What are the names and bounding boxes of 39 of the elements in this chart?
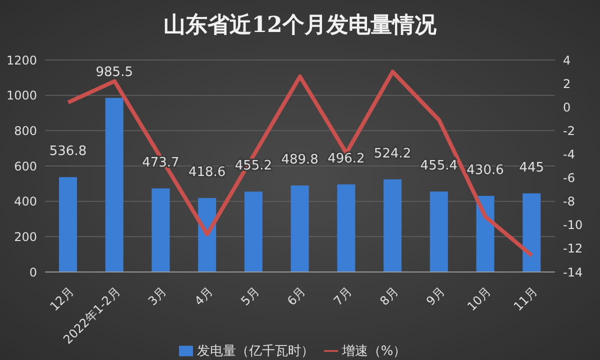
chart-title: 山东省近12个月发电量情况 bbox=[162, 11, 438, 40]
y-tick-label: 200 bbox=[14, 230, 37, 244]
y2-tick-label: -2 bbox=[563, 124, 575, 138]
x-tick-label: 10月 bbox=[464, 284, 494, 314]
x-tick-label: 8月 bbox=[377, 284, 402, 308]
y-tick-label: 400 bbox=[14, 194, 37, 209]
x-tick-label: 9月 bbox=[424, 284, 448, 308]
data-label: 496.2 bbox=[328, 151, 365, 166]
y2-tick-label: 2 bbox=[563, 76, 571, 91]
y2-tick-label: -12 bbox=[563, 242, 583, 256]
data-label: 445 bbox=[519, 160, 544, 176]
y-tick-label: 600 bbox=[14, 159, 37, 174]
y2-tick-label: -6 bbox=[563, 171, 575, 186]
y2-tick-label: 4 bbox=[563, 53, 571, 68]
data-label: 455.4 bbox=[420, 158, 458, 174]
y2-tick-label: -4 bbox=[563, 147, 575, 162]
y2-tick-label: -14 bbox=[563, 265, 583, 280]
x-tick-label: 4月 bbox=[192, 284, 216, 308]
x-tick-label: 6月 bbox=[284, 284, 308, 308]
x-tick-label: 3月 bbox=[145, 284, 170, 308]
x-tick-label: 5月 bbox=[238, 284, 262, 308]
data-label: 985.5 bbox=[96, 64, 133, 80]
x-tick-label: 11月 bbox=[510, 284, 540, 314]
y-tick-label: 800 bbox=[14, 124, 37, 138]
data-label: 536.8 bbox=[49, 144, 87, 160]
y-tick-label: 1200 bbox=[6, 53, 37, 68]
data-label: 489.8 bbox=[281, 152, 318, 168]
y-tick-label: 1000 bbox=[6, 88, 37, 103]
x-tick-label: 12月 bbox=[47, 284, 77, 314]
y2-tick-label: 0 bbox=[563, 100, 571, 114]
y2-tick-label: -8 bbox=[563, 194, 575, 209]
data-label: 524.2 bbox=[374, 146, 412, 162]
data-label: 430.6 bbox=[466, 162, 504, 178]
x-tick-label: 7月 bbox=[330, 284, 355, 308]
data-label: 418.6 bbox=[188, 165, 226, 180]
legend-label: 增速（%） bbox=[342, 344, 406, 359]
y-tick-label: 0 bbox=[29, 265, 37, 280]
legend-label: 发电量（亿千瓦时） bbox=[196, 344, 314, 359]
y2-tick-label: -10 bbox=[563, 218, 583, 232]
